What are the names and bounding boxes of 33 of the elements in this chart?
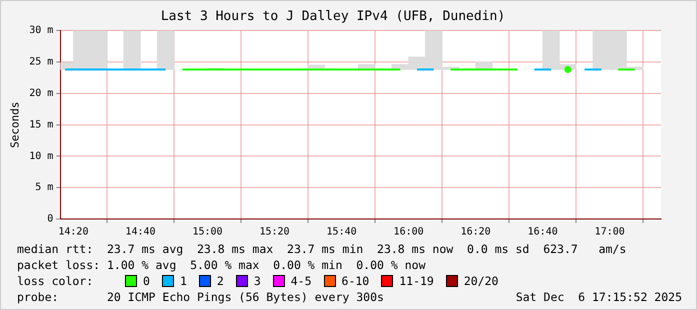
y-tick-label: 10 m — [29, 150, 54, 162]
x-tick-label: 14:20 — [58, 226, 88, 238]
legend-label: 0 — [143, 273, 150, 289]
x-tick-label: 15:40 — [326, 226, 357, 238]
y-tick-label: 20 m — [29, 88, 54, 99]
x-tick-label: 14:40 — [125, 226, 156, 238]
legend-title: loss color: — [17, 273, 94, 289]
text: packet loss: 1.00 % avg 5.00 % max 0.00 % min 0.00 % now — [17, 257, 426, 273]
y-axis-title: Seconds — [8, 102, 22, 148]
legend-label: 1 — [180, 273, 187, 289]
legend-label: 3 — [254, 273, 261, 289]
x-tick-label: 16:40 — [528, 226, 558, 238]
text: probe: 20 ICMP Echo Pings (56 Bytes) every 300s — [17, 289, 384, 305]
bar — [123, 30, 141, 70]
legend-label: 11-19 — [399, 273, 434, 289]
x-tick-label: 15:00 — [192, 226, 223, 238]
legend-label: 20/20 — [464, 273, 498, 289]
x-tick-label: 16:20 — [460, 226, 491, 238]
y-tick-label: 5 m — [35, 182, 54, 194]
bar — [156, 30, 174, 70]
y-tick-label: 15 m — [29, 119, 54, 130]
x-tick-label: 17:00 — [594, 226, 625, 238]
text: median rtt: 23.7 ms avg 23.8 ms max 23.7 ms min 23.8 ms now 0.0 ms sd 623.7 am/s — [17, 241, 628, 257]
legend-label: 4-5 — [290, 273, 312, 289]
x-tick-label: 16:00 — [394, 226, 424, 238]
chart-title: Last 3 Hours to J Dalley IPv4 (UFB, Dunedin) — [160, 9, 506, 24]
legend-label: 2 — [216, 273, 224, 289]
y-tick-label: 25 m — [29, 56, 54, 68]
y-tick-label: 30 m — [29, 25, 54, 36]
legend-label: 6-10 — [342, 273, 370, 289]
x-tick-label: 15:20 — [259, 226, 290, 238]
text: Sat Dec 6 17:15:52 2025 — [516, 289, 682, 305]
y-tick-label: 0 — [47, 214, 54, 225]
